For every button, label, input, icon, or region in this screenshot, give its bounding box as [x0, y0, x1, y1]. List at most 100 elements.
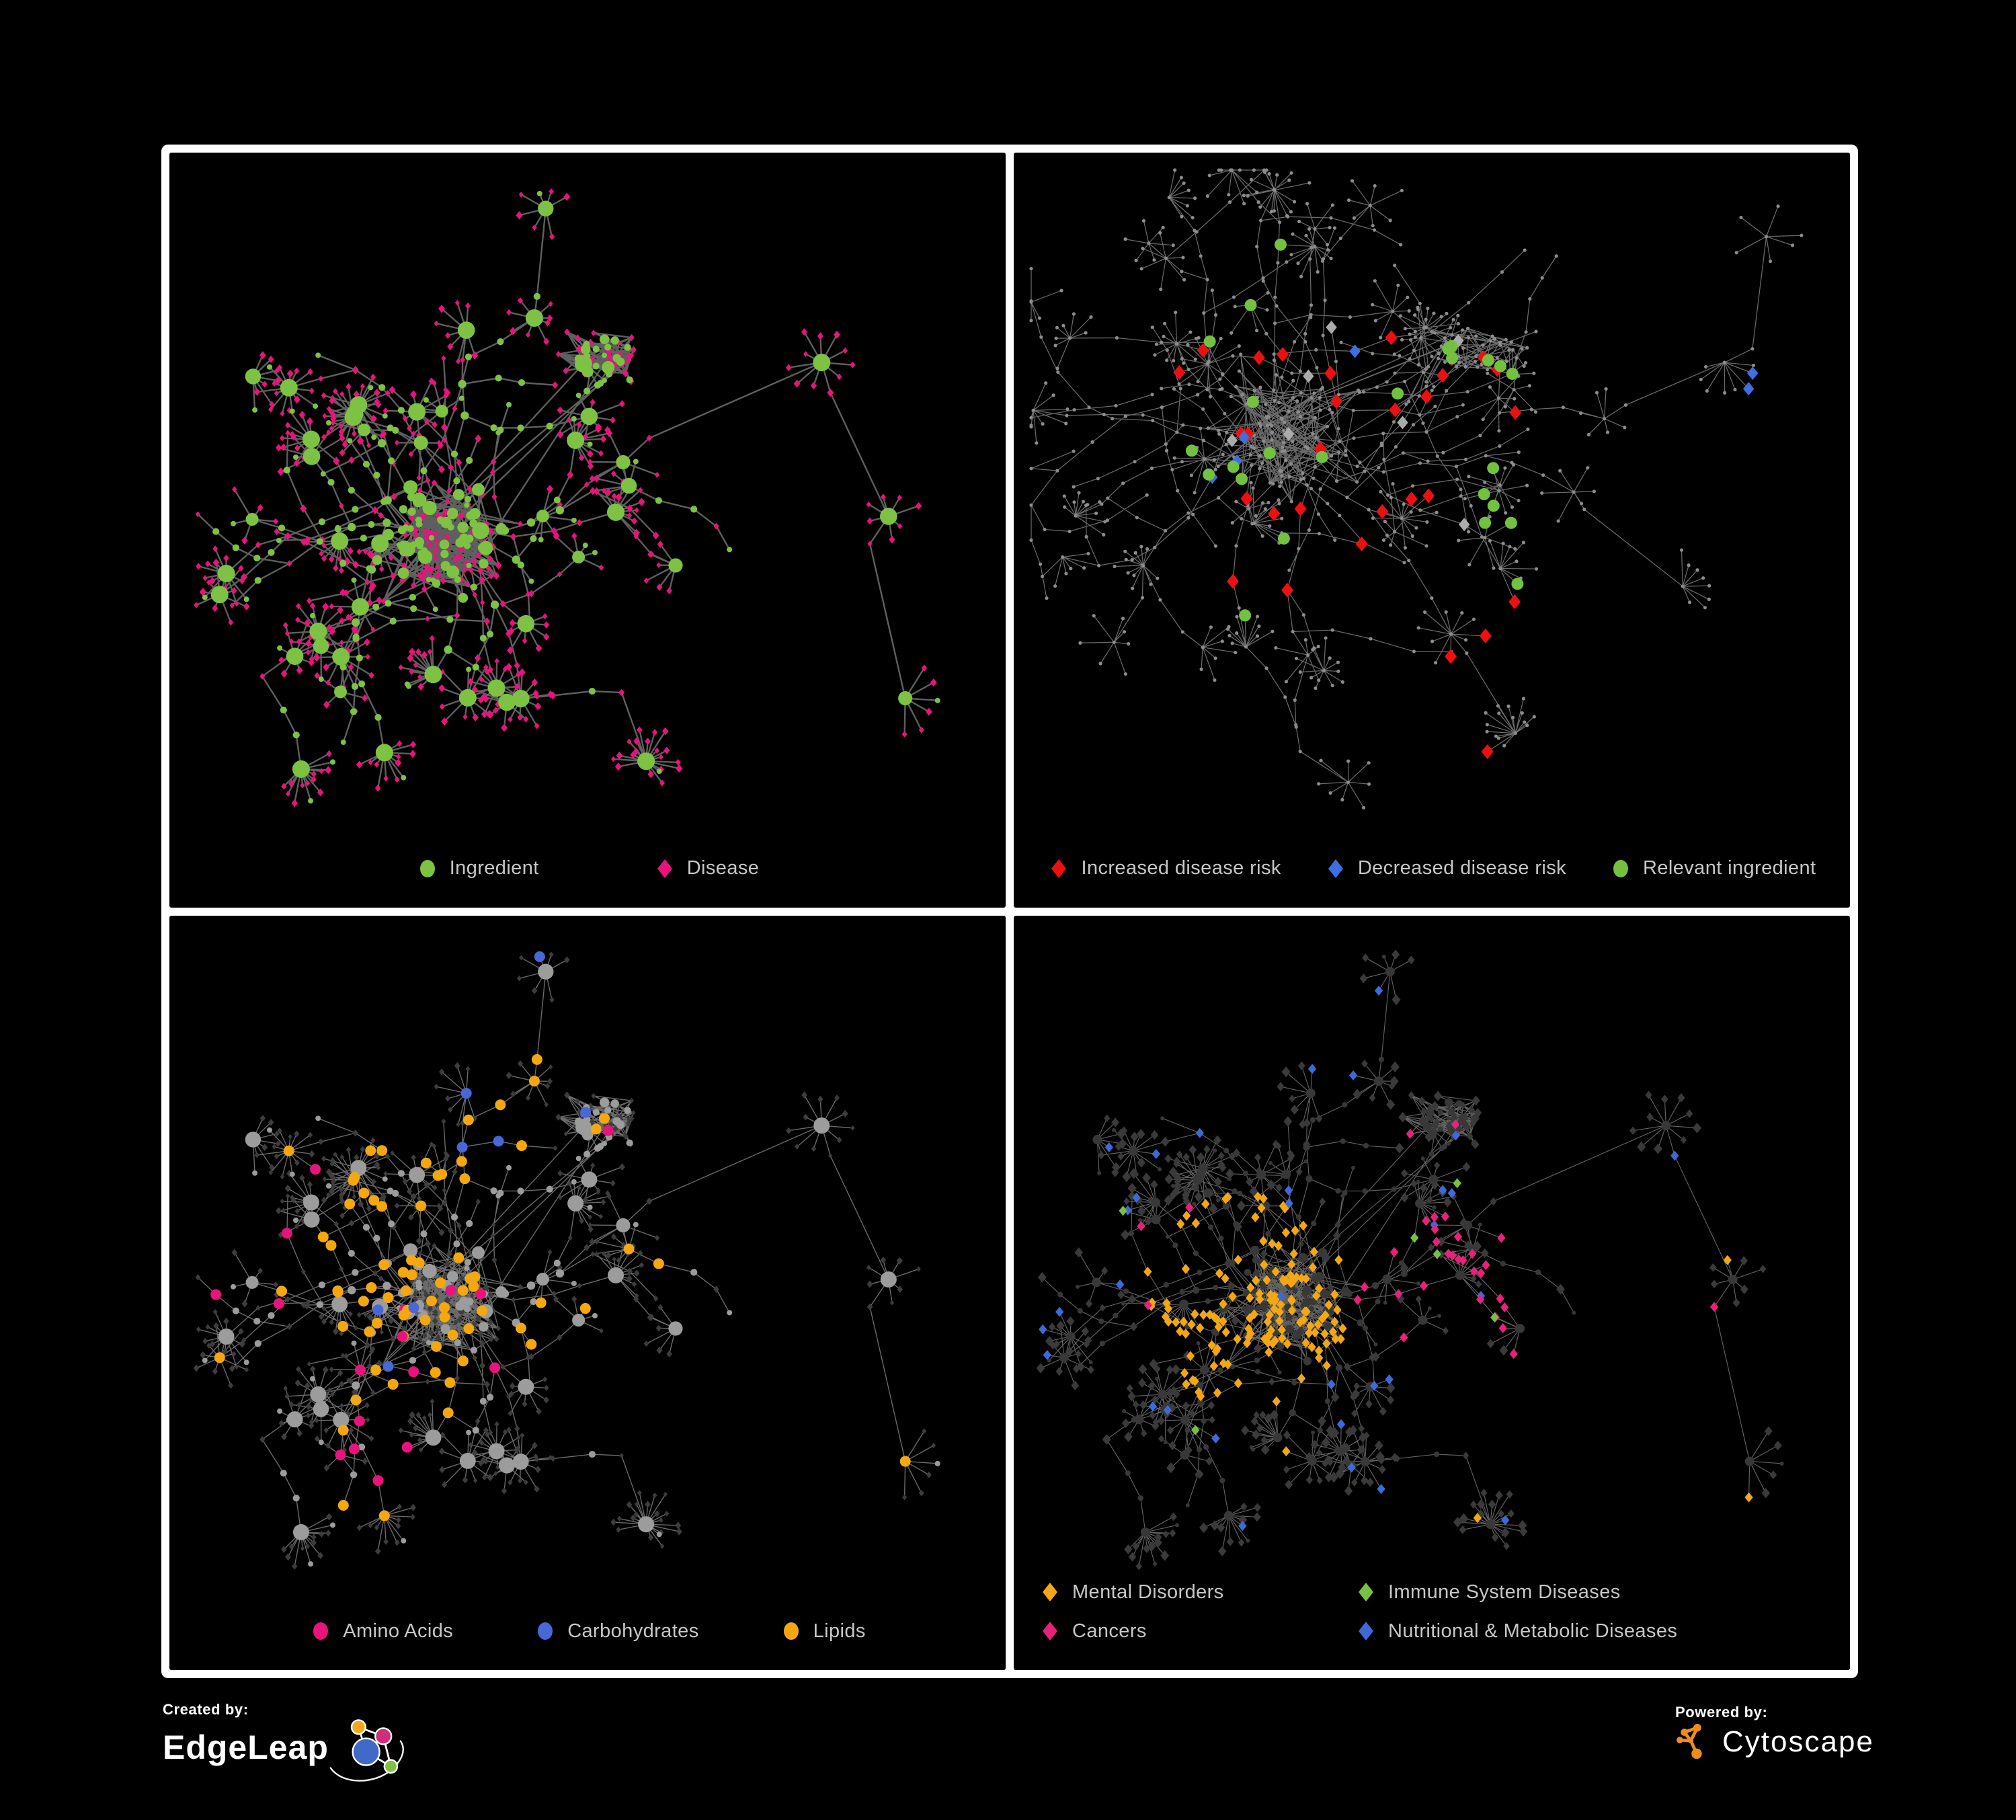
- network-node: [1524, 330, 1528, 334]
- network-node: [1063, 505, 1067, 509]
- network-node: [243, 1359, 249, 1365]
- network-node: [1265, 1230, 1271, 1236]
- network-node: [1500, 270, 1504, 274]
- network-node: [536, 1272, 549, 1285]
- network-node: [452, 489, 465, 501]
- network-node: [1413, 335, 1417, 339]
- network-highlight-circle: [317, 1231, 329, 1242]
- network-node: [518, 379, 526, 387]
- network-node: [1480, 535, 1484, 539]
- network-node: [360, 535, 367, 542]
- network-node: [1372, 228, 1377, 232]
- network-node: [1308, 1306, 1314, 1312]
- network-node: [1231, 354, 1235, 358]
- network-node: [1193, 196, 1197, 200]
- network-highlight-circle: [431, 1341, 442, 1352]
- network-highlight-circle: [397, 1266, 409, 1277]
- network-node: [1486, 371, 1490, 375]
- network-node: [880, 508, 897, 525]
- network-node: [1125, 1470, 1131, 1476]
- network-node: [303, 433, 309, 439]
- network-node: [1281, 440, 1286, 445]
- network-node: [458, 395, 465, 401]
- network-node: [283, 467, 290, 474]
- network-node: [498, 693, 516, 711]
- network-node: [1355, 480, 1359, 484]
- network-node: [303, 1196, 309, 1202]
- network-node: [1162, 321, 1167, 325]
- network-node: [1281, 445, 1285, 449]
- network-node: [479, 1397, 487, 1404]
- network-node: [1293, 200, 1297, 204]
- network-node: [1123, 1288, 1129, 1294]
- network-node: [1228, 168, 1233, 172]
- network-node: [1284, 680, 1288, 684]
- network-node: [424, 666, 442, 684]
- network-node: [1113, 1312, 1119, 1318]
- network-highlight-circle: [516, 1140, 527, 1151]
- network-node: [1313, 465, 1317, 469]
- cytoscape-credit: Powered by: Cytoscape: [1675, 1704, 1874, 1762]
- network-node: [1081, 500, 1086, 504]
- network-highlight-circle: [372, 1474, 384, 1486]
- network-node: [1623, 403, 1627, 407]
- network-node: [286, 1411, 303, 1427]
- network-node: [1454, 364, 1459, 368]
- network-node: [1373, 1076, 1383, 1086]
- network-node: [1062, 494, 1066, 498]
- network-node: [1345, 1290, 1353, 1297]
- network-node: [315, 352, 321, 358]
- network-node: [1432, 385, 1436, 389]
- network-node: [1266, 500, 1271, 505]
- network-node: [1237, 1190, 1243, 1196]
- network-node: [1406, 295, 1410, 299]
- network-node: [397, 1169, 405, 1177]
- network-node: [583, 1150, 591, 1158]
- network-node: [1179, 175, 1183, 180]
- network-node: [293, 1217, 298, 1223]
- network-node: [1385, 380, 1389, 384]
- network-node: [231, 520, 236, 526]
- panel-ingredient-disease: Ingredient Disease: [169, 153, 1006, 908]
- network-node: [1396, 283, 1400, 287]
- network-node: [292, 731, 300, 739]
- network-node: [1121, 481, 1125, 485]
- network-node: [1220, 387, 1224, 391]
- network-node: [1457, 539, 1461, 543]
- network-node: [313, 403, 319, 409]
- cytoscape-logo-icon: [1677, 1723, 1702, 1759]
- network-node: [1389, 543, 1393, 547]
- network-node: [1211, 1329, 1217, 1335]
- network-node: [1474, 334, 1478, 338]
- network-node: [1295, 399, 1299, 403]
- network-highlight-circle: [590, 1123, 602, 1134]
- network-node: [1412, 348, 1416, 352]
- network-node: [1435, 454, 1439, 458]
- network-node: [1506, 704, 1510, 708]
- network-node: [1256, 1170, 1266, 1180]
- network-node: [318, 676, 324, 682]
- network-node: [1201, 1418, 1207, 1424]
- network-node: [1416, 1179, 1420, 1184]
- network-node: [1529, 407, 1533, 411]
- network-node: [457, 321, 475, 339]
- network-node: [1540, 491, 1544, 495]
- network-node: [1441, 450, 1445, 454]
- network-node: [1158, 231, 1162, 235]
- network-node: [344, 408, 362, 426]
- network-node: [1517, 498, 1521, 503]
- network-node: [472, 1426, 479, 1433]
- network-node: [1233, 1220, 1239, 1227]
- network-node: [1276, 261, 1280, 265]
- network-node: [1512, 387, 1516, 392]
- network-node: [1340, 1193, 1345, 1198]
- network-highlight-circle: [398, 1309, 409, 1320]
- network-node: [1205, 194, 1209, 198]
- network-node: [486, 631, 494, 638]
- network-node: [1112, 640, 1116, 644]
- network-node: [1185, 1503, 1190, 1507]
- network-node: [1182, 181, 1186, 186]
- network-node: [416, 543, 424, 550]
- network-graph-ingredient-classes: [193, 951, 940, 1570]
- network-node: [1314, 436, 1318, 440]
